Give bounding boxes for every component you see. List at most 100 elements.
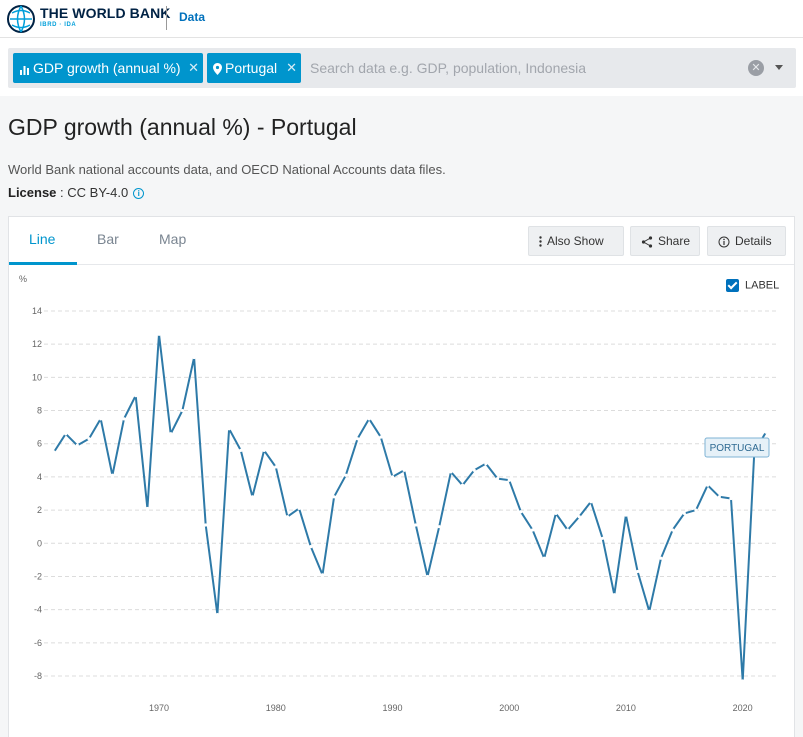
remove-indicator-icon[interactable]: ✕ [188, 60, 199, 75]
data-point [180, 408, 184, 413]
data-point [671, 528, 675, 532]
data-point [297, 506, 301, 511]
data-point [437, 525, 441, 529]
y-tick-label: -4 [34, 605, 42, 615]
bar-chart-icon [20, 65, 29, 75]
series-line-portugal [53, 333, 767, 682]
data-point [729, 496, 733, 501]
brand[interactable]: THE WORLD BANK IBRD · IDA [40, 6, 171, 29]
data-point [706, 483, 710, 487]
data-point [344, 473, 348, 477]
y-tick-label: -2 [34, 571, 42, 581]
also-show-button[interactable]: Also Show [528, 226, 624, 256]
active-tab-indicator [9, 262, 77, 265]
share-label: Share [658, 234, 691, 248]
data-point [402, 468, 406, 472]
data-point [309, 544, 313, 549]
data-point [519, 510, 523, 514]
x-tick-label: 1990 [382, 703, 402, 713]
data-point [624, 513, 628, 517]
more-vertical-icon [539, 236, 542, 248]
data-point [122, 417, 126, 421]
search-input[interactable] [310, 58, 730, 78]
source-note: World Bank national accounts data, and O… [8, 162, 446, 177]
indicator-chip-label: GDP growth (annual %) [33, 60, 181, 76]
data-point [589, 500, 593, 504]
page-title: GDP growth (annual %) - Portugal [8, 114, 357, 140]
details-button[interactable]: Details [707, 226, 786, 256]
data-point [204, 523, 208, 527]
data-point [659, 556, 663, 560]
data-point [530, 528, 535, 532]
data-point [507, 478, 511, 482]
remove-country-icon[interactable]: ✕ [286, 60, 297, 75]
data-point [647, 609, 651, 613]
data-point [600, 536, 605, 540]
data-point [449, 470, 453, 474]
data-point [52, 450, 56, 454]
data-point [554, 511, 558, 516]
series-label-box [704, 437, 770, 458]
data-point [472, 468, 476, 472]
data-point [227, 427, 231, 431]
data-point [694, 508, 698, 512]
tab-bar[interactable]: Bar [97, 231, 119, 247]
header-divider [166, 6, 167, 30]
label-toggle[interactable]: LABEL [726, 279, 779, 292]
brand-subtitle: IBRD · IDA [40, 22, 77, 28]
data-point [565, 528, 570, 532]
info-circle-icon [718, 236, 730, 248]
license-label: License [8, 185, 57, 200]
x-tick-label: 2020 [733, 703, 753, 713]
data-point [285, 515, 290, 519]
data-point [682, 511, 686, 516]
location-pin-icon [213, 63, 222, 76]
world-bank-logo-icon[interactable] [6, 4, 36, 34]
y-tick-label: 10 [32, 372, 42, 382]
tab-map[interactable]: Map [159, 231, 187, 247]
data-point [274, 465, 278, 469]
data-point [484, 462, 488, 466]
y-tick-label: 0 [37, 538, 42, 548]
data-point [577, 515, 581, 519]
details-label: Details [735, 234, 772, 248]
country-chip[interactable]: Portugal ✕ [207, 53, 301, 83]
share-button[interactable]: Share [630, 226, 700, 256]
info-icon[interactable]: i [133, 188, 145, 199]
data-point [320, 573, 325, 577]
country-chip-label: Portugal [225, 60, 278, 76]
y-tick-label: -6 [34, 638, 42, 648]
data-point [262, 448, 266, 452]
license-line: License : CC BY-4.0 i [8, 185, 145, 200]
data-point [414, 523, 418, 527]
share-icon [641, 236, 653, 248]
data-point [542, 556, 546, 560]
y-tick-label: 14 [32, 306, 42, 316]
data-point [636, 569, 640, 574]
data-point [215, 613, 220, 617]
data-point [367, 417, 371, 421]
data-home-link[interactable]: Data [179, 10, 206, 24]
brand-title: THE WORLD BANK [40, 5, 171, 21]
clear-search-icon[interactable]: ✕ [748, 60, 764, 76]
label-toggle-text: LABEL [745, 279, 780, 292]
y-tick-label: 8 [37, 406, 42, 416]
series-label-portugal: PORTUGAL [710, 443, 765, 454]
y-tick-label: 2 [37, 505, 42, 515]
data-point [64, 432, 68, 436]
license-value: : CC BY-4.0 [56, 185, 129, 200]
y-tick-label: 4 [37, 472, 42, 482]
also-show-label: Also Show [547, 234, 604, 248]
data-point [425, 574, 430, 579]
y-axis-unit-label: % [19, 274, 27, 284]
data-point [390, 475, 395, 479]
dropdown-caret-icon[interactable] [775, 65, 783, 70]
tab-line[interactable]: Line [29, 231, 56, 247]
data-point [75, 443, 79, 447]
data-point [460, 483, 465, 487]
data-point [169, 432, 173, 436]
data-point [764, 430, 768, 434]
label-checkbox[interactable] [726, 279, 739, 292]
indicator-chip[interactable]: GDP growth (annual %) ✕ [13, 53, 203, 83]
data-point [717, 495, 721, 499]
